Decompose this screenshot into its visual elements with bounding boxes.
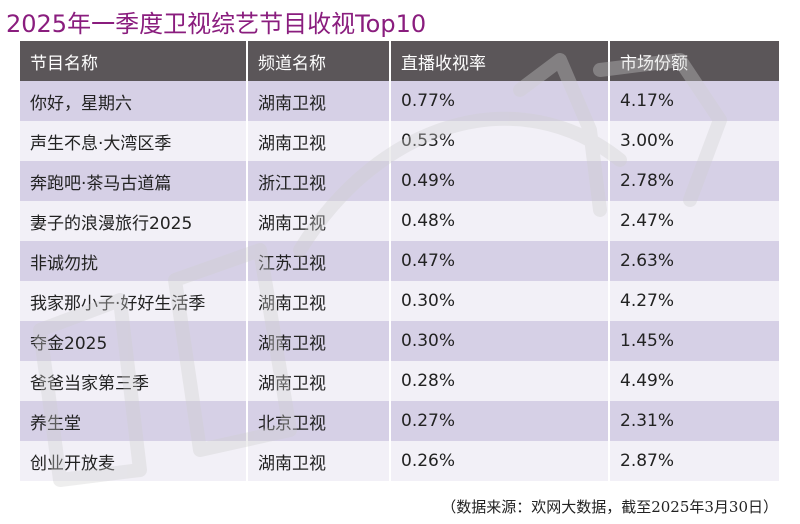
table-row: 非诚勿扰 江苏卫视 0.47% 2.63% <box>20 241 779 281</box>
cell-channel-name: 湖南卫视 <box>247 441 391 481</box>
cell-program-name: 我家那小子·好好生活季 <box>20 281 248 321</box>
source-note: （数据来源：欢网大数据，截至2025年3月30日） <box>441 498 778 516</box>
cell-market-share: 4.17% <box>620 91 675 111</box>
cell-program-name: 声生不息·大湾区季 <box>20 121 248 161</box>
cell-live-rating: 0.30% <box>390 321 610 361</box>
cell-live-rating: 0.26% <box>390 441 610 481</box>
header-program-name: 节目名称 <box>20 41 248 81</box>
header-live-rating: 直播收视率 <box>390 41 610 81</box>
header-market-share: 市场份额 <box>620 53 688 74</box>
cell-channel-name: 湖南卫视 <box>247 281 391 321</box>
cell-program-name: 养生堂 <box>20 401 248 441</box>
cell-live-rating: 0.30% <box>390 281 610 321</box>
cell-market-share: 2.78% <box>620 171 675 191</box>
cell-program-name: 奔跑吧·茶马古道篇 <box>20 161 248 201</box>
cell-market-share: 2.63% <box>620 251 675 271</box>
cell-channel-name: 江苏卫视 <box>247 241 391 281</box>
table-body: 你好，星期六 湖南卫视 0.77% 4.17% 声生不息·大湾区季 湖南卫视 0.53% 3.… <box>20 81 779 481</box>
cell-market-share: 1.45% <box>620 331 675 351</box>
table-row: 妻子的浪漫旅行2025 湖南卫视 0.48% 2.47% <box>20 201 779 241</box>
table-row: 养生堂 北京卫视 0.27% 2.31% <box>20 401 779 441</box>
cell-live-rating: 0.28% <box>390 361 610 401</box>
ratings-table: 节目名称 频道名称 直播收视率 市场份额 你好，星期六 湖南卫视 0.77% 4.17… <box>20 41 779 481</box>
chart-title: 2025年一季度卫视综艺节目收视Top10 <box>6 10 427 38</box>
cell-live-rating: 0.53% <box>390 121 610 161</box>
cell-channel-name: 北京卫视 <box>247 401 391 441</box>
cell-program-name: 妻子的浪漫旅行2025 <box>20 201 248 241</box>
cell-channel-name: 湖南卫视 <box>247 81 391 121</box>
table-row: 声生不息·大湾区季 湖南卫视 0.53% 3.00% <box>20 121 779 161</box>
cell-channel-name: 湖南卫视 <box>247 361 391 401</box>
cell-program-name: 爸爸当家第三季 <box>20 361 248 401</box>
ratings-table-container: 节目名称 频道名称 直播收视率 市场份额 你好，星期六 湖南卫视 0.77% 4.17… <box>20 41 779 481</box>
cell-program-name: 夺金2025 <box>20 321 248 361</box>
cell-channel-name: 浙江卫视 <box>247 161 391 201</box>
cell-channel-name: 湖南卫视 <box>247 321 391 361</box>
table-row: 你好，星期六 湖南卫视 0.77% 4.17% <box>20 81 779 121</box>
table-row: 我家那小子·好好生活季 湖南卫视 0.30% 4.27% <box>20 281 779 321</box>
table-row: 奔跑吧·茶马古道篇 浙江卫视 0.49% 2.78% <box>20 161 779 201</box>
cell-program-name: 你好，星期六 <box>20 81 248 121</box>
table-row: 夺金2025 湖南卫视 0.30% 1.45% <box>20 321 779 361</box>
cell-market-share: 4.27% <box>620 291 675 311</box>
cell-market-share: 2.47% <box>620 211 675 231</box>
cell-live-rating: 0.27% <box>390 401 610 441</box>
table-header-row: 节目名称 频道名称 直播收视率 市场份额 <box>20 41 779 81</box>
cell-market-share: 3.00% <box>620 131 675 151</box>
cell-channel-name: 湖南卫视 <box>247 121 391 161</box>
header-channel-name: 频道名称 <box>247 41 391 81</box>
cell-market-share: 4.49% <box>620 371 675 391</box>
cell-live-rating: 0.77% <box>390 81 610 121</box>
table-row: 创业开放麦 湖南卫视 0.26% 2.87% <box>20 441 779 481</box>
cell-program-name: 非诚勿扰 <box>20 241 248 281</box>
table-row: 爸爸当家第三季 湖南卫视 0.28% 4.49% <box>20 361 779 401</box>
cell-live-rating: 0.48% <box>390 201 610 241</box>
cell-program-name: 创业开放麦 <box>20 441 248 481</box>
cell-channel-name: 湖南卫视 <box>247 201 391 241</box>
cell-live-rating: 0.47% <box>390 241 610 281</box>
cell-live-rating: 0.49% <box>390 161 610 201</box>
cell-market-share: 2.31% <box>620 411 675 431</box>
cell-market-share: 2.87% <box>620 451 675 471</box>
